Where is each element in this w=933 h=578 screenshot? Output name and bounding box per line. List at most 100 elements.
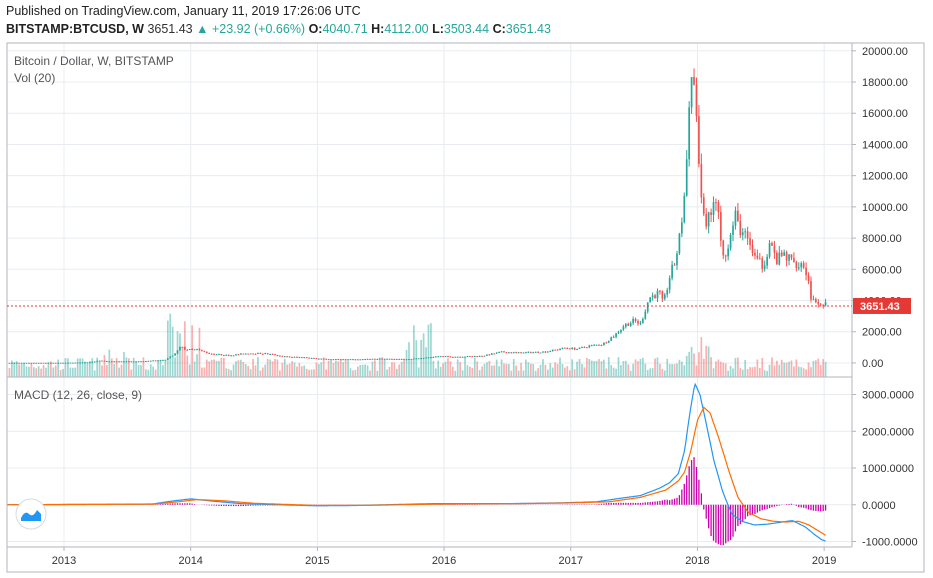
volume-bar	[281, 362, 284, 377]
candle-body	[310, 357, 313, 359]
tradingview-logo-icon[interactable]	[15, 498, 47, 530]
volume-bar	[395, 368, 398, 377]
volume-bar	[218, 360, 220, 377]
volume-bar	[354, 369, 357, 377]
volume-bar	[817, 358, 820, 377]
volume-bar	[486, 362, 488, 377]
volume-bar	[320, 362, 323, 377]
price-tick-label: 2000.00	[862, 327, 902, 339]
volume-bar	[447, 358, 449, 377]
volume-bar	[812, 360, 815, 377]
volume-bar	[768, 364, 771, 377]
macd-tick-label: 0.0000	[862, 500, 896, 512]
volume-bar	[707, 346, 710, 377]
candle-body	[651, 295, 654, 298]
volume-bar	[147, 369, 150, 377]
volume-bar	[127, 358, 130, 377]
candle-body	[544, 351, 547, 353]
volume-bar	[649, 368, 652, 377]
volume-bar	[810, 367, 812, 377]
volume-bar	[600, 361, 603, 377]
volume-bar	[434, 368, 437, 377]
candle-body	[688, 107, 691, 160]
volume-bar	[103, 354, 106, 377]
volume-bar	[410, 359, 413, 377]
candle-body	[18, 362, 21, 364]
volume-bar	[339, 359, 342, 377]
candle-body	[298, 357, 301, 359]
volume-bar	[303, 365, 306, 377]
volume-bar	[797, 366, 800, 377]
candle-body	[188, 349, 191, 351]
candle-body	[495, 352, 498, 354]
volume-bar	[727, 370, 729, 377]
volume-bar	[659, 363, 661, 377]
candle-body	[371, 358, 374, 360]
volume-bar	[376, 370, 379, 377]
candle-body	[564, 347, 566, 349]
candle-body	[469, 356, 471, 358]
candle-body	[632, 318, 634, 324]
volume-bar	[525, 359, 527, 377]
volume-bar	[573, 369, 576, 377]
candle-body	[590, 345, 593, 347]
candle-body	[132, 361, 135, 363]
candle-body	[439, 356, 442, 358]
volume-bar	[398, 364, 401, 377]
candle-body	[364, 359, 366, 361]
volume-bar	[439, 366, 442, 377]
volume-bar	[327, 360, 330, 377]
candle-body	[320, 358, 323, 360]
candle-body	[88, 362, 91, 364]
candle-body	[8, 362, 11, 364]
volume-bar	[337, 361, 340, 377]
volume-bar	[71, 367, 74, 377]
volume-bar	[359, 364, 362, 377]
volume-bar	[67, 358, 69, 377]
volume-bar	[578, 358, 581, 377]
candle-body	[512, 352, 515, 354]
candle-body	[166, 358, 169, 360]
candle-body	[493, 353, 496, 355]
candle-body	[739, 220, 742, 236]
volume-bar	[383, 359, 386, 377]
time-tick-label: 2015	[305, 555, 329, 567]
candle-body	[315, 358, 318, 360]
volume-bar	[456, 359, 459, 377]
candle-body	[734, 210, 737, 226]
time-tick-label: 2017	[559, 555, 583, 567]
last-price: 3651.43	[147, 22, 193, 36]
candle-body	[140, 361, 142, 363]
volume-bar	[76, 358, 79, 377]
volume-bar	[676, 363, 678, 377]
volume-bar	[308, 369, 310, 377]
volume-bar	[149, 364, 152, 377]
candle-body	[252, 353, 254, 355]
candle-body	[478, 355, 481, 357]
volume-bar	[91, 358, 94, 377]
candle-body	[305, 357, 308, 359]
candle-body	[84, 362, 86, 364]
candle-body	[162, 359, 164, 361]
volume-bar	[79, 358, 81, 377]
volume-bar	[437, 360, 440, 377]
candle-body	[600, 344, 603, 346]
candle-body	[125, 361, 128, 363]
volume-bar	[819, 365, 822, 377]
candle-body	[732, 225, 734, 235]
volume-bar	[666, 358, 669, 377]
candle-body	[527, 351, 530, 353]
candle-body	[629, 323, 632, 326]
volume-bar	[45, 367, 47, 377]
candle-body	[503, 351, 505, 353]
candle-body	[780, 252, 783, 256]
volume-bar	[300, 366, 303, 377]
candle-body	[183, 347, 186, 350]
candle-body	[461, 356, 464, 358]
volume-bar	[788, 361, 790, 377]
volume-bar	[603, 359, 605, 377]
volume-bar	[705, 345, 708, 377]
volume-bar	[140, 365, 142, 377]
candle-body	[71, 362, 74, 364]
